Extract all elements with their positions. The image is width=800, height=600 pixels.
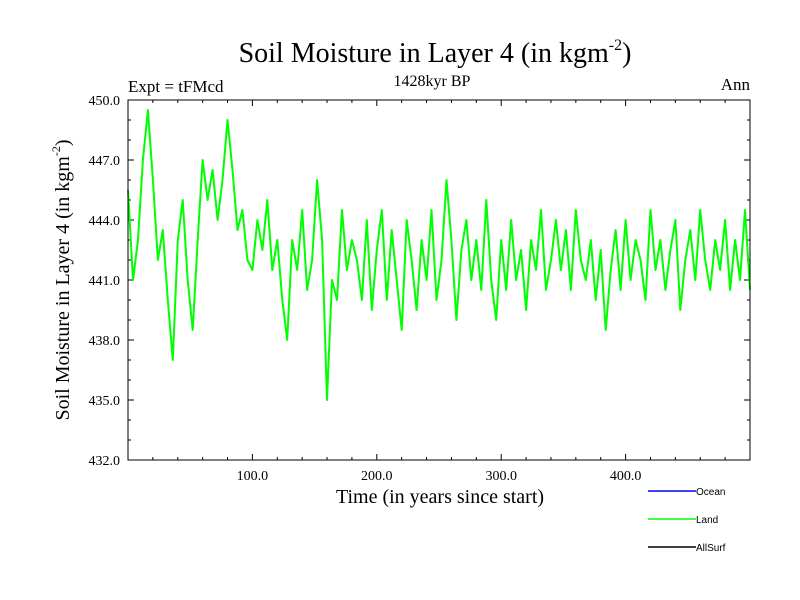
y-tick-label: 450.0 <box>89 94 121 109</box>
plot-frame <box>127 99 751 461</box>
y-axis-label-main: Soil Moisture in Layer 4 (in kgm <box>52 156 74 421</box>
y-tick-label: 432.0 <box>89 454 121 469</box>
x-tick-label: 300.0 <box>485 469 517 484</box>
chart-title-superscript: -2 <box>609 37 622 54</box>
legend-ocean-label: Ocean <box>696 487 725 498</box>
season-label: Ann <box>721 75 751 94</box>
chart-title-close: ) <box>622 38 631 69</box>
experiment-label: Expt = tFMcd <box>128 77 224 96</box>
y-tick-label: 435.0 <box>89 394 121 409</box>
y-axis-label-superscript: -2 <box>49 146 63 156</box>
legend-land-label: Land <box>696 515 718 526</box>
chart-title-main: Soil Moisture in Layer 4 (in kgm <box>239 38 609 69</box>
y-tick-label: 441.0 <box>89 274 121 289</box>
x-tick-label: 400.0 <box>610 469 642 484</box>
y-tick-label: 444.0 <box>89 214 121 229</box>
series-line-land <box>127 109 751 401</box>
y-axis-label: Soil Moisture in Layer 4 (in kgm-2) <box>49 139 74 420</box>
legend-allsurf-label: AllSurf <box>696 543 726 554</box>
x-tick-label: 200.0 <box>361 469 393 484</box>
x-tick-label: 100.0 <box>237 469 269 484</box>
y-tick-label: 447.0 <box>89 154 121 169</box>
legend: Ocean Land AllSurf <box>648 487 726 554</box>
chart-subtitle: 1428kyr BP <box>394 73 471 90</box>
y-axis-label-close: ) <box>52 139 74 146</box>
y-tick-label: 438.0 <box>89 334 121 349</box>
x-axis-label: Time (in years since start) <box>336 486 544 508</box>
chart-title: Soil Moisture in Layer 4 (in kgm-2) <box>239 37 632 69</box>
